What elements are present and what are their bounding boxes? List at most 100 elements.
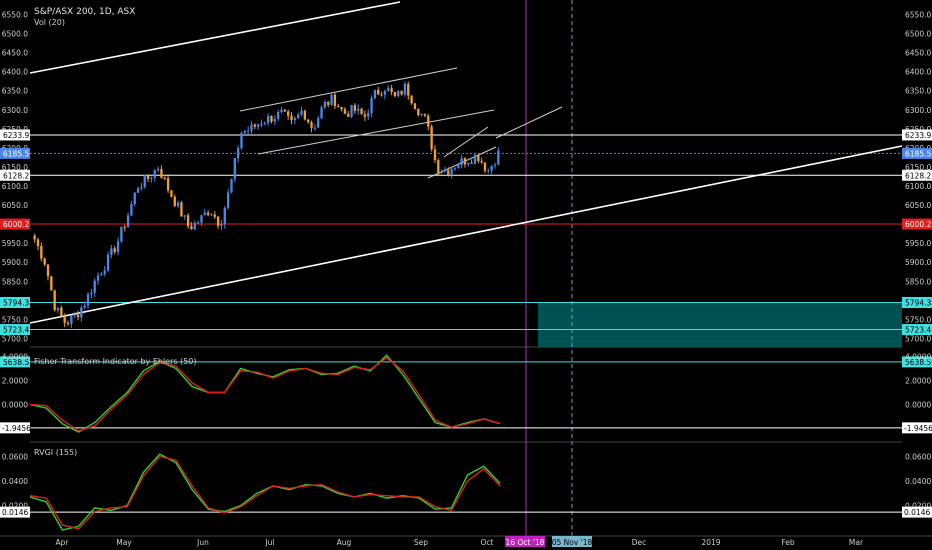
price-level-tag-text: 5794.3 (3, 299, 29, 308)
candle (260, 123, 263, 125)
candle (397, 90, 400, 97)
price-level-tag (0, 129, 30, 141)
candle (216, 216, 220, 226)
price-level-tag-text: 6185.5 (905, 149, 931, 158)
candle (263, 122, 266, 124)
y-tick-label: 6400.0 (2, 68, 28, 77)
fisher-trigger-line (29, 356, 501, 432)
x-tick-label: Mar (849, 538, 864, 547)
fisher-y-tick: 4.0000 (905, 353, 931, 362)
candle (267, 115, 270, 123)
candle (383, 90, 387, 95)
candle (236, 148, 240, 159)
candle (86, 294, 90, 306)
channel-line (495, 106, 563, 139)
price-level-tag (902, 147, 932, 159)
candle (256, 124, 260, 127)
candle (293, 118, 297, 121)
candle (313, 127, 317, 129)
y-tick-label: 5850.0 (2, 277, 28, 286)
candle (310, 122, 313, 128)
candle (146, 175, 150, 179)
candle (357, 108, 360, 111)
candle (307, 119, 310, 123)
candle (430, 126, 433, 150)
fisher-y-tick: 2.0000 (2, 377, 28, 386)
candle (226, 192, 230, 208)
price-level-tag (902, 297, 932, 309)
y-tick-label: 6400.0 (905, 68, 931, 77)
candle (206, 212, 210, 215)
candle (113, 248, 116, 252)
candle (56, 307, 60, 311)
price-level-tag (902, 356, 932, 368)
y-tick-label: 6100.0 (2, 182, 28, 191)
candle (210, 214, 213, 216)
candle (126, 215, 130, 227)
candle (320, 107, 323, 119)
candle (470, 162, 473, 164)
fisher-level-tag (902, 422, 932, 434)
candle (457, 165, 460, 168)
candle (33, 235, 36, 240)
fisher-pane[interactable] (29, 354, 902, 433)
y-tick-label: 5950.0 (2, 239, 28, 248)
candle (223, 207, 226, 225)
candle (287, 111, 290, 116)
candle (340, 106, 343, 110)
candle (133, 192, 136, 205)
rvgi-y-tick: 0.0200 (905, 502, 931, 511)
x-tick-label: Jul (264, 538, 274, 547)
price-level-tag (902, 129, 932, 141)
candle (80, 307, 83, 318)
candle (180, 202, 183, 217)
y-tick-label: 5700.0 (2, 334, 28, 343)
candle (410, 95, 413, 104)
upper-trendline (29, 1, 401, 74)
x-tick-label: Dec (632, 538, 647, 547)
candle (363, 114, 367, 117)
fisher-y-tick: 4.0000 (2, 353, 28, 362)
y-tick-label: 5750.0 (2, 315, 28, 324)
price-level-tag (902, 169, 932, 181)
candle (443, 170, 447, 172)
candle (160, 169, 163, 178)
candle (130, 204, 133, 216)
price-level-tag-text: 6128.2 (905, 171, 931, 180)
y-tick-label: 6450.0 (905, 49, 931, 58)
price-pane[interactable] (29, 0, 903, 536)
candle (277, 111, 280, 119)
rvgi-title: RVGI (155) (34, 448, 77, 457)
candle (377, 89, 380, 95)
x-tick-label: Aug (337, 538, 352, 547)
price-level-tag-text: 5723.4 (3, 326, 29, 335)
rvgi-series-line (29, 453, 501, 531)
candle (300, 110, 303, 115)
candle (143, 175, 146, 188)
y-tick-label: 5750.0 (905, 315, 931, 324)
volume-label: Vol (20) (34, 18, 65, 27)
x-tick-label: Sep (414, 538, 428, 547)
candle (303, 110, 307, 120)
candle (66, 322, 70, 324)
date-marker-tag (505, 536, 545, 547)
rvgi-pane[interactable] (29, 453, 902, 531)
candle (120, 226, 123, 242)
candle (250, 124, 253, 131)
candle (100, 273, 103, 276)
candle (96, 275, 100, 281)
candle (196, 222, 200, 224)
candle (36, 239, 40, 247)
candle (70, 315, 73, 324)
y-tick-label: 6350.0 (2, 87, 28, 96)
price-level-tag-text: 6000.2 (3, 220, 29, 229)
fisher-level-tag-text: -1.9456 (904, 424, 932, 433)
candle (393, 91, 397, 97)
price-level-tag-text: 6000.2 (905, 220, 931, 229)
rvgi-level-tag (0, 506, 30, 518)
y-tick-label: 6050.0 (905, 201, 931, 210)
candle (440, 171, 443, 173)
candle (467, 162, 470, 165)
candle (487, 170, 490, 172)
